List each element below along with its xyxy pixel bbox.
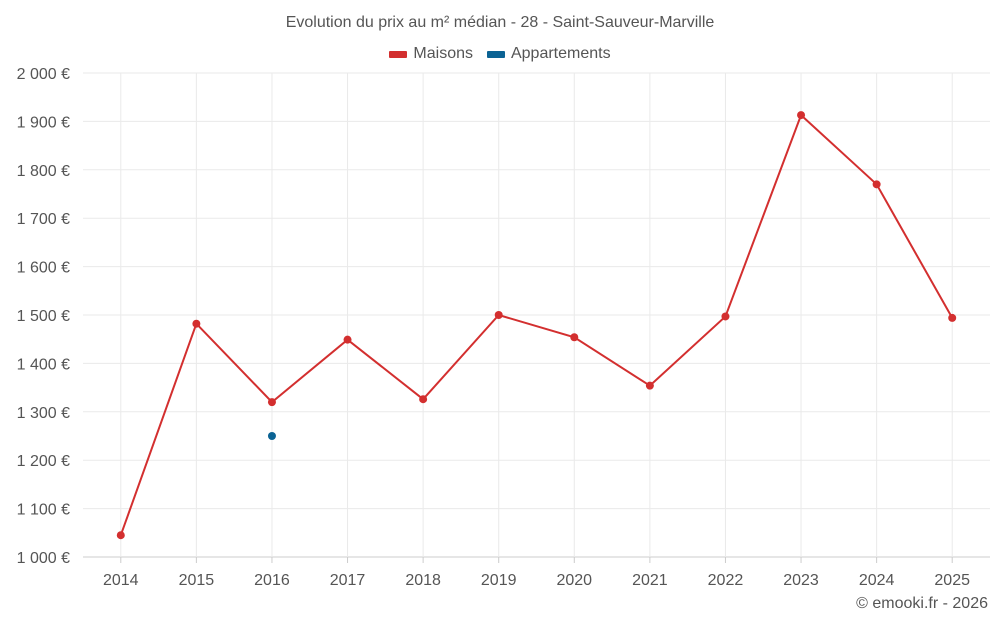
data-point-maisons[interactable]	[948, 313, 957, 322]
data-point-maisons[interactable]	[721, 312, 730, 321]
y-tick-label: 1 800 €	[17, 163, 70, 180]
y-tick-label: 1 300 €	[17, 405, 70, 422]
y-tick-label: 1 400 €	[17, 356, 70, 373]
x-tick-label: 2021	[632, 572, 668, 589]
legend-swatch-appartements	[486, 50, 505, 58]
y-tick-label: 1 700 €	[17, 211, 70, 228]
data-point-maisons[interactable]	[267, 398, 276, 407]
legend-item-maisons[interactable]: Maisons	[389, 45, 473, 63]
y-tick-label: 1 600 €	[17, 260, 70, 277]
chart-title: Evolution du prix au m² médian - 28 - Sa…	[285, 14, 715, 31]
x-tick-label: 2017	[330, 572, 366, 589]
y-tick-label: 1 500 €	[17, 308, 70, 325]
x-tick-label: 2023	[783, 572, 819, 589]
x-tick-label: 2019	[481, 572, 517, 589]
x-tick-label: 2024	[859, 572, 895, 589]
y-tick-label: 2 000 €	[17, 66, 70, 83]
y-tick-label: 1 100 €	[17, 502, 70, 519]
data-point-maisons[interactable]	[116, 531, 125, 540]
x-tick-label: 2022	[708, 572, 744, 589]
data-point-maisons[interactable]	[343, 335, 352, 344]
x-tick-label: 2015	[179, 572, 215, 589]
x-tick-label: 2016	[254, 572, 290, 589]
data-point-appartements[interactable]	[267, 432, 276, 440]
data-point-maisons[interactable]	[419, 395, 428, 404]
data-point-maisons[interactable]	[645, 381, 654, 390]
x-tick-label: 2014	[103, 572, 139, 589]
data-point-maisons[interactable]	[570, 333, 579, 342]
legend-label-maisons: Maisons	[413, 45, 473, 62]
x-tick-label: 2025	[934, 572, 970, 589]
data-point-maisons[interactable]	[192, 319, 201, 328]
data-point-maisons[interactable]	[797, 111, 806, 120]
series-line-maisons	[119, 113, 954, 536]
legend: Maisons Appartements	[0, 45, 1000, 63]
legend-swatch-maisons	[389, 50, 408, 58]
legend-item-appartements[interactable]: Appartements	[486, 45, 611, 63]
copyright-text: © emooki.fr - 2026	[856, 595, 988, 612]
y-tick-label: 1 900 €	[17, 114, 70, 131]
data-point-maisons[interactable]	[494, 311, 503, 319]
legend-label-appartements: Appartements	[510, 45, 611, 62]
y-tick-label: 1 000 €	[17, 550, 70, 567]
data-point-maisons[interactable]	[872, 180, 881, 189]
x-tick-label: 2020	[556, 572, 592, 589]
y-tick-label: 1 200 €	[17, 453, 70, 470]
x-tick-label: 2018	[405, 572, 441, 589]
